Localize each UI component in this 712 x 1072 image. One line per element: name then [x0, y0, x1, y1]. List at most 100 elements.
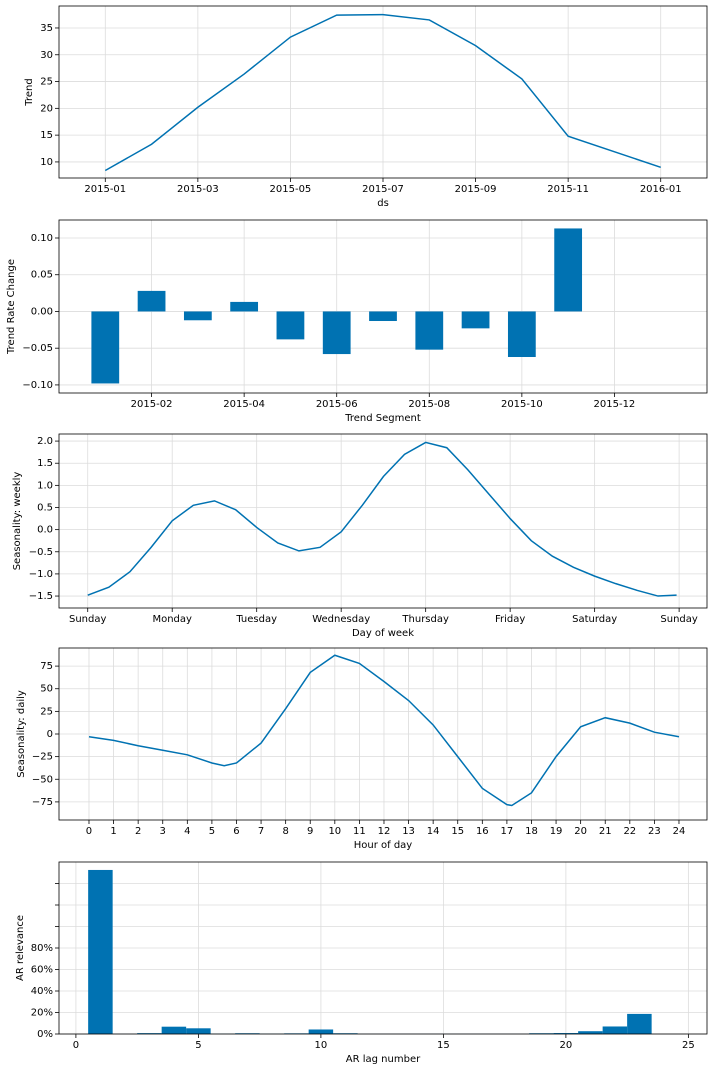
x-tick-label: 2015-02	[131, 399, 173, 410]
x-tick-label: 6	[233, 826, 239, 837]
bar	[602, 1026, 628, 1034]
x-tick-label: 2016-01	[640, 184, 682, 195]
y-axis-label: Seasonality: daily	[16, 690, 27, 778]
y-tick-label: 15	[40, 130, 53, 141]
x-tick-label: Saturday	[572, 614, 617, 625]
axes-frame	[58, 5, 708, 179]
x-tick-label: 19	[550, 826, 563, 837]
x-tick-label: 10	[328, 826, 341, 837]
x-tick-label: 7	[258, 826, 264, 837]
x-tick-label: Sunday	[69, 614, 106, 625]
x-tick-label: 18	[525, 826, 538, 837]
x-tick-label: 20	[574, 826, 587, 837]
y-tick-label: −0.10	[22, 380, 53, 391]
x-tick-label: Wednesday	[312, 614, 370, 625]
bar	[554, 228, 583, 312]
x-tick-label: 10	[315, 1040, 328, 1051]
bar	[578, 1031, 603, 1034]
x-tick-label: 17	[501, 826, 514, 837]
y-tick-label: 0.00	[31, 306, 53, 317]
x-tick-label: 2015-04	[223, 399, 265, 410]
bar	[415, 311, 444, 350]
x-axis-label: ds	[377, 198, 389, 209]
axes-frame	[58, 647, 708, 821]
bar	[322, 311, 351, 355]
x-tick-label: 2015-07	[362, 184, 404, 195]
y-tick-label: −1.0	[29, 569, 53, 580]
y-tick-label: 0	[47, 729, 53, 740]
x-tick-label: 4	[184, 826, 190, 837]
bar	[137, 1033, 162, 1034]
x-tick-label: Sunday	[660, 614, 697, 625]
axes-frame	[58, 219, 708, 394]
x-tick-label: 3	[160, 826, 166, 837]
x-tick-label: 8	[282, 826, 288, 837]
x-tick-label: 22	[623, 826, 636, 837]
bar	[230, 301, 259, 312]
y-tick-label: 50	[40, 684, 53, 695]
y-tick-label: −75	[32, 797, 53, 808]
y-axis-label: Seasonality: weekly	[12, 472, 23, 571]
y-tick-label: 2.0	[37, 436, 53, 447]
x-tick-label: 0	[86, 826, 92, 837]
bar	[461, 311, 490, 329]
y-tick-label: 25	[40, 706, 53, 717]
y-tick-label: 60%	[31, 965, 53, 976]
x-axis-label: Trend Segment	[344, 413, 421, 424]
y-tick-label: 20	[40, 103, 53, 114]
x-tick-label: 21	[599, 826, 612, 837]
x-tick-label: 0	[73, 1040, 79, 1051]
bar	[553, 1033, 579, 1034]
x-tick-label: Thursday	[401, 614, 449, 625]
y-tick-label: −1.5	[29, 591, 53, 602]
y-tick-label: 0.05	[31, 270, 53, 281]
line	[88, 654, 680, 807]
y-axis-label: AR relevance	[15, 915, 26, 981]
axes-frame	[58, 433, 708, 609]
x-tick-label: 25	[682, 1040, 695, 1051]
x-tick-label: 15	[451, 826, 464, 837]
y-tick-label: 75	[40, 661, 53, 672]
x-tick-label: 2	[135, 826, 141, 837]
x-tick-label: 15	[437, 1040, 450, 1051]
y-tick-label: −25	[32, 752, 53, 763]
x-tick-label: 2015-08	[408, 399, 450, 410]
x-tick-label: 5	[195, 1040, 201, 1051]
x-tick-label: Friday	[495, 614, 525, 625]
bar	[137, 290, 166, 312]
x-tick-label: 2015-11	[547, 184, 589, 195]
bar	[91, 311, 120, 384]
x-tick-label: Tuesday	[235, 614, 277, 625]
x-tick-label: 14	[427, 826, 440, 837]
x-tick-label: 5	[209, 826, 215, 837]
bar	[186, 1028, 211, 1034]
x-tick-label: 20	[560, 1040, 573, 1051]
y-tick-label: 25	[40, 77, 53, 88]
bar	[308, 1029, 334, 1034]
bar	[88, 869, 113, 1034]
axes-frame	[58, 861, 708, 1035]
y-axis-label: Trend Rate Change	[6, 259, 17, 355]
x-tick-label: 2015-01	[84, 184, 126, 195]
line	[104, 13, 661, 172]
x-tick-label: 2015-12	[594, 399, 636, 410]
bar	[627, 1013, 652, 1034]
x-tick-label: 2015-10	[501, 399, 543, 410]
x-axis-label: AR lag number	[346, 1054, 421, 1065]
x-tick-label: 9	[307, 826, 313, 837]
x-tick-label: Monday	[152, 614, 192, 625]
y-tick-label: −50	[32, 774, 53, 785]
x-tick-label: 12	[378, 826, 391, 837]
y-tick-label: 1.0	[37, 480, 53, 491]
bar	[183, 311, 212, 321]
y-tick-label: 10	[40, 157, 53, 168]
y-tick-label: 1.5	[37, 458, 53, 469]
x-tick-label: 11	[353, 826, 366, 837]
x-tick-label: 2015-06	[316, 399, 358, 410]
x-tick-label: 23	[648, 826, 661, 837]
y-tick-label: 35	[40, 23, 53, 34]
y-tick-label: 0.0	[37, 525, 53, 536]
line	[87, 441, 677, 597]
x-tick-label: 2015-03	[177, 184, 219, 195]
